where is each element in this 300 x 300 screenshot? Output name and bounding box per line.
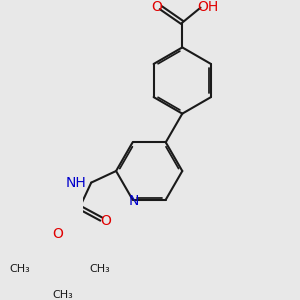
Text: O: O	[52, 227, 63, 241]
Text: NH: NH	[65, 176, 86, 190]
Text: OH: OH	[197, 0, 218, 14]
Text: O: O	[152, 0, 162, 14]
Text: O: O	[101, 214, 112, 228]
Text: CH₃: CH₃	[53, 290, 74, 300]
Text: CH₃: CH₃	[90, 264, 110, 274]
Text: N: N	[129, 194, 140, 208]
Text: CH₃: CH₃	[9, 264, 30, 274]
